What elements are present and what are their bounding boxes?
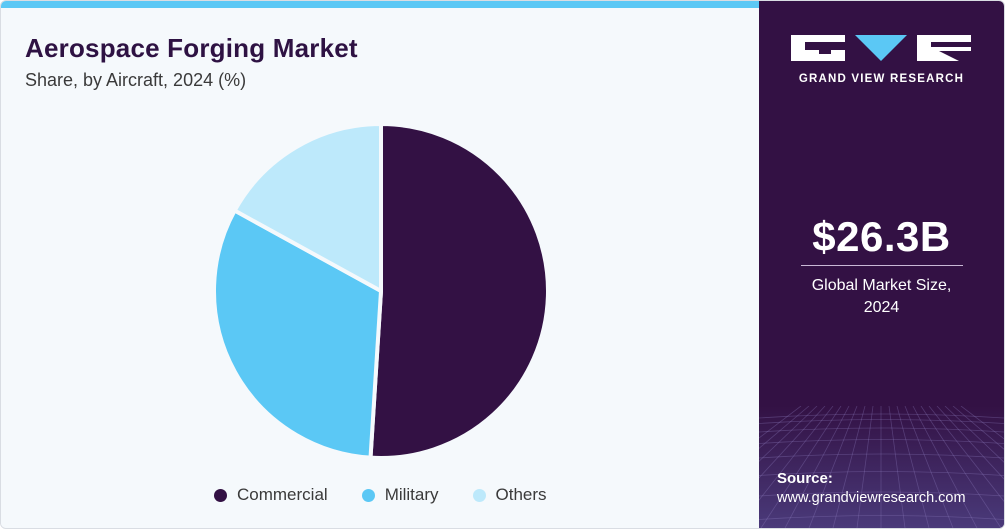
source-label: Source: [777,470,833,487]
legend-label-commercial: Commercial [237,485,328,504]
market-size-value: $26.3B [812,213,951,260]
pie-slice-commercial [368,122,550,460]
chart-legend: Commercial Military Others [214,484,547,506]
pie-slice-others [232,122,383,293]
pie-chart [212,122,550,460]
chart-title: Aerospace Forging Market [25,33,358,63]
summary-sidebar: GRAND VIEW RESEARCH $26.3B Global Market… [759,1,1004,528]
market-size-caption: Global Market Size, 2024 [779,275,984,319]
legend-label-others: Others [495,485,547,504]
top-accent-stripe [1,1,759,8]
chart-panel: Aerospace Forging Market Share, by Aircr… [1,8,759,528]
grand-view-research-logo: GRAND VIEW RESEARCH [789,31,974,85]
brand-name: GRAND VIEW RESEARCH [798,73,965,85]
decorative-grid-pattern [759,406,1004,528]
legend-label-military: Military [384,485,439,504]
source-url: www.grandviewresearch.com [777,490,966,506]
legend-item-commercial: Commercial [214,485,328,505]
legend-swatch-others [472,488,486,502]
legend-item-military: Military [361,485,439,505]
chart-subtitle: Share, by Aircraft, 2024 (%) [25,70,247,90]
legend-item-others: Others [472,485,547,505]
gvr-logo-icon [791,35,971,61]
divider-line [801,265,963,266]
market-size-caption-line2: 2024 [863,299,900,316]
legend-swatch-commercial [214,488,227,502]
pie-slice-military [212,208,383,460]
legend-swatch-military [361,488,375,502]
market-size-caption-line1: Global Market Size, [811,277,952,294]
